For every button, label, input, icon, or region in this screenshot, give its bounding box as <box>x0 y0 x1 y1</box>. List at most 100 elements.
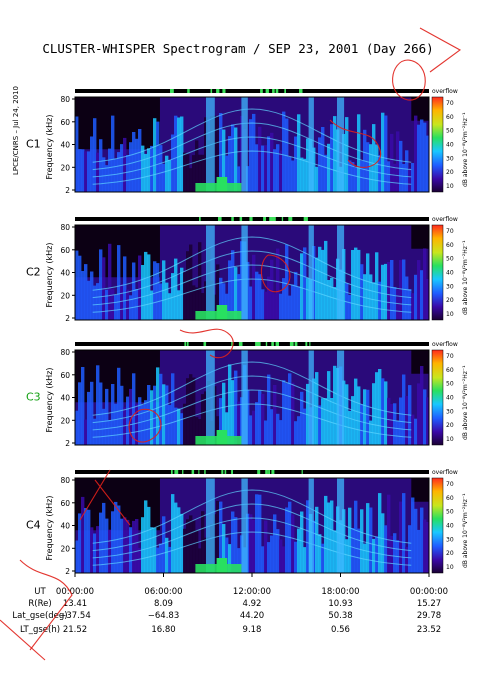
spectral-cell <box>270 409 274 445</box>
spectral-cell <box>159 543 163 573</box>
emission-line <box>92 108 412 163</box>
emission-line <box>92 278 412 313</box>
spectral-cell <box>378 155 382 192</box>
spectral-cell <box>330 277 334 320</box>
spectral-cell <box>282 380 286 445</box>
status-mark <box>255 342 258 346</box>
bright-band <box>241 478 248 573</box>
spectral-cell <box>195 529 199 573</box>
spectral-cell <box>399 140 403 192</box>
annotation-stroke <box>0 619 46 661</box>
spectral-cell <box>111 288 115 320</box>
panel-name: C4 <box>26 519 41 532</box>
ephemeris-table: UT R(Re) Lat_gse(deg) LT_gse(h) 00:00:00 13.4… <box>12 573 448 635</box>
spectral-cell <box>393 163 397 192</box>
spectral-cell <box>414 508 418 573</box>
status-mark <box>191 470 195 474</box>
spectral-cell <box>408 167 412 192</box>
bright-band <box>206 478 215 573</box>
spectral-cell <box>390 260 394 320</box>
spectral-cell <box>390 404 394 445</box>
spectral-cell <box>282 111 286 192</box>
spectral-cell <box>297 528 301 573</box>
spectral-cell <box>201 154 205 192</box>
status-mark <box>231 342 233 346</box>
spectral-cell <box>84 508 88 573</box>
spectral-cell <box>378 493 382 573</box>
spectral-cell <box>423 519 427 573</box>
spectral-cell <box>351 162 355 192</box>
spectral-cell <box>81 149 85 192</box>
emission-line <box>92 361 412 416</box>
spectral-cell <box>99 139 103 192</box>
spectral-cell <box>120 518 124 573</box>
spectral-cell <box>201 394 205 445</box>
spectral-cell <box>168 546 172 573</box>
spectral-cell <box>105 165 109 192</box>
annotation-stroke <box>392 59 426 101</box>
spectral-cell <box>261 546 265 573</box>
spectral-cell <box>420 366 424 445</box>
panels: 2 20 40 60 80 Frequency (kHz) C1 overflow 10 20 30… <box>26 88 469 576</box>
spectral-cell <box>273 293 277 320</box>
spectral-cell <box>138 397 142 445</box>
spectral-cell <box>426 522 430 573</box>
spectral-cell <box>141 517 145 573</box>
spectral-cell <box>183 403 187 445</box>
side-label: LPCE/CNRS – Jul 24, 2010 <box>12 86 20 175</box>
spectral-cell <box>396 420 400 445</box>
spectral-cell <box>105 289 109 320</box>
emission-line <box>92 503 412 552</box>
status-mark <box>204 470 206 474</box>
dark-region <box>411 225 429 249</box>
spectral-cell <box>189 374 193 445</box>
spectral-cell <box>300 253 304 320</box>
spectral-cell <box>402 164 406 192</box>
spectral-cell <box>192 155 196 192</box>
spectral-cell <box>81 271 85 320</box>
spectral-cell <box>87 280 91 320</box>
dark-region <box>75 97 160 150</box>
bright-band <box>308 97 314 192</box>
colorbar-top-label: overflow <box>432 216 458 223</box>
spectral-cell <box>384 525 388 573</box>
spectral-cell <box>228 136 232 192</box>
spectral-cell <box>315 506 319 573</box>
status-mark <box>170 89 174 93</box>
ephemeris-value: 15.27 <box>417 599 441 609</box>
panel-c2: 2 20 40 60 80 Frequency (kHz) C2 overflow 10 20 30… <box>26 216 469 323</box>
spectral-cell <box>264 145 268 192</box>
spectral-cell <box>147 148 151 192</box>
annotation-stroke <box>19 559 73 651</box>
status-mark <box>303 217 308 221</box>
spectral-cell <box>282 546 286 573</box>
spectral-cell <box>84 419 88 445</box>
green-patch <box>216 305 228 320</box>
status-mark <box>249 217 253 221</box>
x-tick-label: 18:00:00 <box>321 587 359 597</box>
ephemeris-value: 8.09 <box>154 599 173 609</box>
y-tick-label: 2 <box>65 567 70 576</box>
spectral-cell <box>351 528 355 573</box>
x-tick-label: 06:00:00 <box>144 587 182 597</box>
spectral-cell <box>204 281 208 320</box>
status-mark <box>218 217 222 221</box>
y-tick-label: 20 <box>60 291 70 300</box>
colorbar-tick-label: 30 <box>446 536 454 543</box>
spectral-cell <box>144 153 148 192</box>
status-bar <box>75 470 429 474</box>
spectral-cell <box>306 278 310 320</box>
status-mark <box>284 89 286 93</box>
ephemeris-row-label: UT <box>34 587 46 597</box>
ephemeris-value: 44.20 <box>240 611 264 621</box>
spectral-cell <box>357 386 361 445</box>
colorbar-label: dB above 10⁻⁸V²m⁻²Hz⁻¹ <box>462 240 469 315</box>
spectral-cell <box>96 365 100 445</box>
spectral-cell <box>102 502 106 573</box>
spectral-cell <box>417 529 421 573</box>
spectral-cell <box>396 131 400 192</box>
colorbar-tick-label: 50 <box>446 128 454 135</box>
ephemeris-row-label: R(Re) <box>28 599 51 609</box>
spectral-cell <box>252 113 256 192</box>
